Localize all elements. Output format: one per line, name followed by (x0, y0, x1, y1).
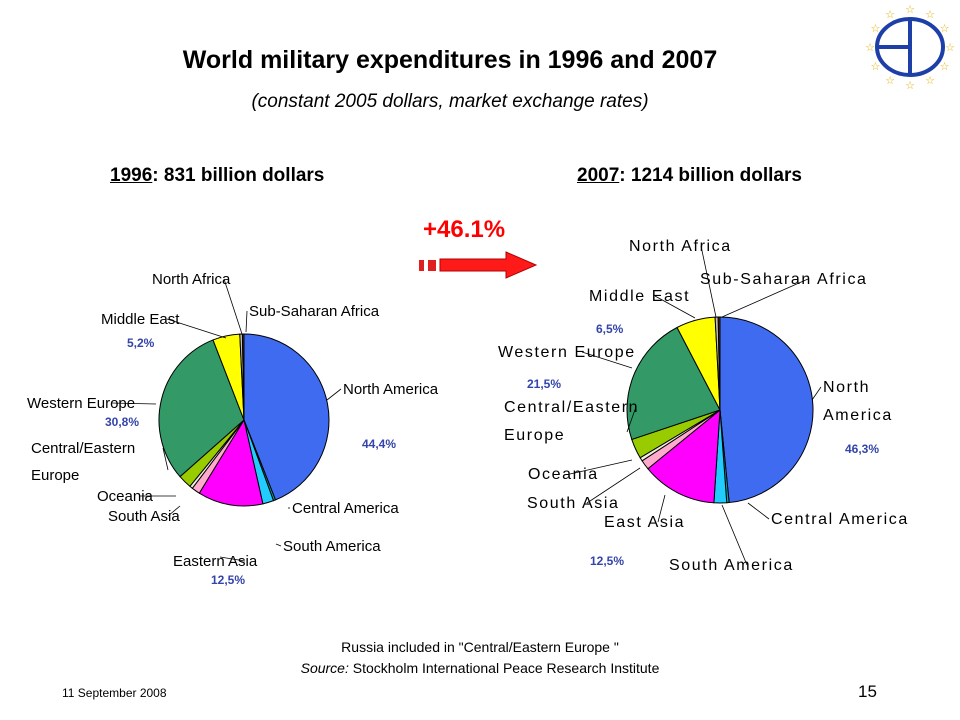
slice-category-label: North America (823, 379, 893, 424)
eu-star-icon: ☆ (925, 74, 935, 87)
leader-line (811, 386, 822, 401)
leader-line (219, 556, 246, 562)
russia-note: Russia included in "Central/Eastern Euro… (341, 639, 619, 655)
leader-line (586, 467, 641, 504)
eu-star-icon: ☆ (905, 79, 915, 92)
eu-star-icon: ☆ (870, 22, 880, 35)
leader-line (657, 494, 666, 523)
slice-percent-label: 46,3% (845, 442, 879, 456)
leader-line (245, 310, 248, 333)
source-prefix: Source: (300, 660, 349, 676)
pie-slice (717, 316, 721, 411)
slice-category-label: Central America (292, 500, 399, 517)
source-line: Source: Stockholm International Peace Re… (0, 660, 960, 676)
slice-percent-label: 5,2% (127, 336, 155, 350)
slide-title: World military expenditures in 1996 and … (182, 46, 718, 74)
heading-1996: 1996: 831 billion dollars (110, 165, 324, 187)
pie-chart-1996: North America Central America South Americ… (27, 271, 439, 587)
eu-star-icon: ☆ (865, 41, 875, 54)
pie-slice (198, 418, 264, 507)
heading-2007-year: 2007 (577, 165, 620, 186)
eu-star-icon: ☆ (940, 60, 950, 73)
leader-line (326, 388, 342, 401)
slice-category-label: Central/Eastern Europe (504, 399, 639, 444)
eu-star-icon: ☆ (925, 8, 935, 21)
eu-star-icon: ☆ (885, 8, 895, 21)
slide-date: 11 September 2008 (62, 686, 167, 700)
slice-category-label: Eastern Asia (173, 553, 258, 570)
eu-star-icon: ☆ (940, 22, 950, 35)
slice-category-label: Middle East (101, 311, 180, 328)
pie-slice (647, 408, 721, 504)
leader-line (654, 295, 696, 319)
growth-arrow-icon (419, 251, 538, 279)
slice-percent-label: 21,5% (527, 377, 561, 391)
source-name: Stockholm International Peace Research I… (348, 660, 660, 676)
slice-percent-label: 44,4% (362, 437, 396, 451)
leader-line (626, 406, 637, 433)
eu-logo-icon: ☆ ☆ ☆ ☆ ☆ ☆ ☆ ☆ ☆ ☆ ☆ ☆ (865, 3, 955, 92)
slice-category-label: South America (283, 538, 381, 555)
heading-1996-total: : 831 billion dollars (152, 165, 325, 186)
slice-percent-label: 30,8% (105, 415, 139, 429)
slice-category-label: North America (343, 381, 439, 398)
slice-category-label: Central/Eastern Europe (31, 440, 135, 484)
growth-label: +46.1% (423, 216, 506, 243)
leader-line (569, 459, 633, 475)
slice-category-label: North Africa (152, 271, 231, 288)
eu-star-icon: ☆ (905, 3, 915, 16)
pie-slice (719, 316, 814, 504)
slice-percent-label: 12,5% (211, 573, 245, 587)
heading-2007: 2007: 1214 billion dollars (577, 165, 802, 187)
slice-category-label: East Asia (604, 514, 685, 531)
leader-line (721, 278, 809, 318)
page-number: 15 (858, 682, 877, 701)
leader-line (275, 543, 282, 547)
slice-category-label: Sub-Saharan Africa (249, 303, 380, 320)
slice-category-label: South America (669, 557, 794, 574)
pie-slice (158, 339, 245, 478)
slide-subtitle: (constant 2005 dollars, market exchange … (251, 91, 649, 112)
slice-category-label: Oceania (97, 488, 154, 505)
leader-line (223, 278, 243, 335)
eu-star-icon: ☆ (870, 60, 880, 73)
leader-line (110, 402, 157, 405)
leader-line (162, 447, 169, 471)
leader-line (700, 245, 717, 318)
eu-star-icon: ☆ (945, 41, 955, 54)
slice-percent-label: 12,5% (590, 554, 624, 568)
slice-category-label: Western Europe (27, 395, 135, 412)
heading-2007-total: : 1214 billion dollars (619, 165, 802, 186)
pie-slice (241, 333, 245, 421)
leader-line (747, 502, 770, 520)
slice-category-label: South Asia (108, 508, 180, 525)
leader-line (721, 504, 748, 566)
pie-slice (243, 333, 330, 501)
slice-category-label: Middle East (589, 288, 690, 305)
pie-chart-2007: North America Central America South America… (498, 238, 909, 574)
leader-line (581, 351, 633, 369)
slice-category-label: Western Europe (498, 344, 636, 361)
eu-star-icon: ☆ (885, 74, 895, 87)
pie-slice (626, 326, 721, 441)
slice-category-label: Central America (771, 511, 909, 528)
slice-category-label: North Africa (629, 238, 732, 255)
slice-category-label: Oceania (528, 466, 599, 483)
leader-line (166, 318, 227, 339)
slice-percent-label: 6,5% (596, 322, 624, 336)
slice-category-label: South Asia (527, 495, 620, 512)
slice-category-label: Sub-Saharan Africa (700, 271, 868, 288)
heading-1996-year: 1996 (110, 165, 153, 186)
leader-line (167, 505, 181, 517)
